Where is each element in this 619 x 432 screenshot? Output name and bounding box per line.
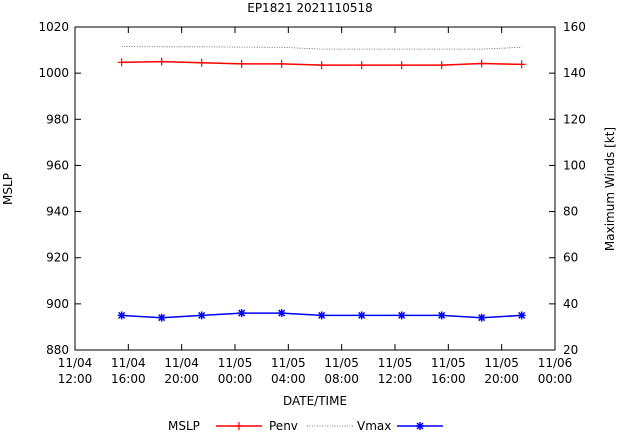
x-tick-label-time: 20:00 <box>484 372 519 386</box>
y-right-tick-label: 160 <box>563 20 586 34</box>
x-tick-label-date: 11/04 <box>111 356 146 370</box>
legend-marker-vmax <box>416 422 424 430</box>
point-vmax <box>517 311 526 320</box>
y-right-tick-label: 60 <box>563 251 578 265</box>
x-tick-label-date: 11/05 <box>378 356 413 370</box>
x-tick-label-time: 08:00 <box>324 372 359 386</box>
y-left-tick-label: 880 <box>46 343 69 357</box>
point-penv <box>157 57 166 66</box>
x-tick-label-time: 12:00 <box>378 372 413 386</box>
chart-title: EP1821 2021110518 <box>247 1 373 15</box>
x-tick-label-date: 11/05 <box>271 356 306 370</box>
x-tick-label-time: 16:00 <box>431 372 466 386</box>
plot-frame <box>74 26 556 351</box>
point-vmax <box>117 311 126 320</box>
point-penv <box>197 58 206 67</box>
point-vmax <box>397 311 406 320</box>
y-right-tick-label: 40 <box>563 297 578 311</box>
x-tick-label-time: 20:00 <box>164 372 199 386</box>
y-left-tick-label: 940 <box>46 205 69 219</box>
legend-label-vmax: Vmax <box>357 419 391 432</box>
x-tick-label-date: 11/05 <box>484 356 519 370</box>
point-penv <box>317 61 326 70</box>
y-right-tick-label: 100 <box>563 158 586 172</box>
point-vmax <box>317 311 326 320</box>
y-axis-left-label: MSLP <box>1 173 15 205</box>
x-tick-label-time: 00:00 <box>538 372 573 386</box>
point-penv <box>517 60 526 69</box>
y-left-tick-label: 980 <box>46 112 69 126</box>
point-vmax <box>237 309 246 318</box>
x-tick-label-date: 11/04 <box>58 356 93 370</box>
y-left-tick-label: 1000 <box>38 66 69 80</box>
x-tick-label-time: 04:00 <box>271 372 306 386</box>
point-penv <box>237 59 246 68</box>
y-right-tick-label: 80 <box>563 205 578 219</box>
point-vmax <box>477 313 486 322</box>
x-tick-label-date: 11/04 <box>164 356 199 370</box>
y-right-tick-label: 120 <box>563 112 586 126</box>
y-right-tick-label: 140 <box>563 66 586 80</box>
y-left-tick-label: 900 <box>46 297 69 311</box>
point-penv <box>277 59 286 68</box>
x-tick-label-time: 12:00 <box>58 372 93 386</box>
x-tick-label-date: 11/05 <box>218 356 253 370</box>
point-penv <box>437 61 446 70</box>
point-vmax <box>277 309 286 318</box>
series-line-dotted <box>121 46 522 50</box>
x-axis-label: DATE/TIME <box>283 394 347 408</box>
point-penv <box>477 59 486 68</box>
legend-label-mslp: MSLP <box>168 419 200 432</box>
point-penv <box>117 58 126 67</box>
y-left-tick-label: 1020 <box>38 20 69 34</box>
point-vmax <box>197 311 206 320</box>
legend-label-penv: Penv <box>269 419 298 432</box>
x-tick-label-date: 11/06 <box>538 356 573 370</box>
y-left-tick-label: 960 <box>46 158 69 172</box>
point-vmax <box>357 311 366 320</box>
x-tick-label-date: 11/05 <box>431 356 466 370</box>
y-right-tick-label: 20 <box>563 343 578 357</box>
x-tick-label-time: 00:00 <box>218 372 253 386</box>
point-penv <box>397 61 406 70</box>
legend-marker-penv <box>235 422 243 430</box>
point-vmax <box>437 311 446 320</box>
x-tick-label-time: 16:00 <box>111 372 146 386</box>
y-left-tick-label: 920 <box>46 251 69 265</box>
y-axis-right-label: Maximum Winds [kt] <box>603 127 617 251</box>
point-penv <box>357 61 366 70</box>
point-vmax <box>157 313 166 322</box>
x-tick-label-date: 11/05 <box>324 356 359 370</box>
